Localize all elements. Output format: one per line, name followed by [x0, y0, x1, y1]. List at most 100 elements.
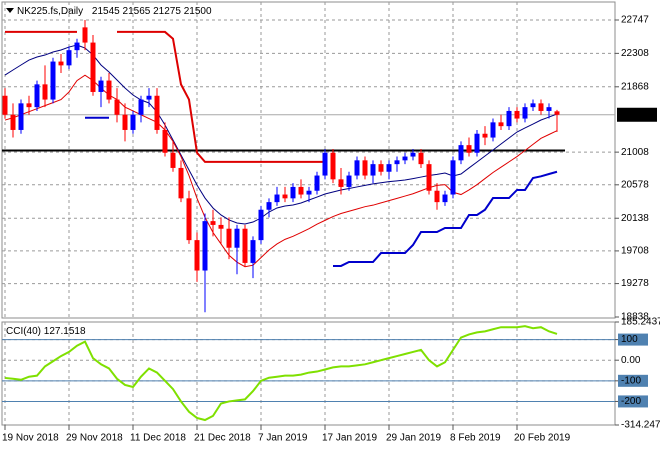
last-open: 21545	[92, 6, 120, 17]
y-tick-label: 21008	[621, 147, 649, 158]
candle-body	[242, 228, 248, 263]
price-label-box	[617, 107, 657, 122]
indicator-line	[333, 170, 558, 267]
x-tick-label: 17 Jan 2019	[322, 433, 377, 444]
y-tick-label: 22747	[621, 15, 649, 26]
level-label-box	[618, 333, 648, 346]
candle-body	[434, 190, 440, 203]
candle-body	[202, 221, 208, 271]
candle-body	[258, 209, 264, 241]
candle-body	[170, 152, 176, 168]
candle-body	[530, 103, 536, 108]
y-tick-label: -314.2474	[621, 420, 660, 431]
candle-body	[234, 228, 240, 248]
y-tick-label: 19708	[621, 246, 649, 257]
y-tick-label: 18838	[621, 312, 649, 323]
candle-body	[522, 107, 528, 119]
candle-body	[106, 80, 112, 100]
candle-body	[554, 111, 560, 115]
candle-body	[506, 110, 512, 127]
x-tick-label: 21 Dec 2018	[194, 433, 251, 444]
candle-body	[58, 61, 64, 66]
candle-body	[490, 122, 496, 138]
indicator-line	[4, 74, 558, 268]
candle-body	[34, 84, 40, 108]
candle-body	[330, 152, 336, 180]
x-tick-label: 8 Feb 2019	[450, 433, 501, 444]
candle-body	[154, 95, 160, 130]
candle-body	[42, 84, 48, 100]
candle-body	[274, 194, 280, 203]
candle-body	[82, 27, 88, 43]
candle-body	[114, 99, 120, 115]
y-tick-label: -200	[621, 396, 641, 407]
candle-body	[138, 99, 144, 115]
candle-body	[410, 152, 416, 157]
candle-body	[146, 95, 152, 100]
x-tick-label: 29 Nov 2018	[66, 433, 123, 444]
candle-body	[418, 152, 424, 165]
x-tick-label: 7 Jan 2019	[258, 433, 308, 444]
candle-body	[466, 145, 472, 153]
y-tick-label: 19278	[621, 278, 649, 289]
candle-body	[2, 95, 8, 115]
y-tick-label: 22308	[621, 48, 649, 59]
main-panel	[1, 1, 616, 319]
candle-body	[322, 152, 328, 176]
candle-body	[250, 240, 256, 263]
candle-body	[210, 221, 216, 225]
candle-body	[546, 107, 552, 111]
candle-body	[482, 133, 488, 138]
candle-body	[346, 175, 352, 187]
x-tick-label: 20 Feb 2019	[514, 433, 571, 444]
candle-body	[226, 228, 232, 248]
y-tick-label: 0.00	[621, 355, 641, 366]
candle-body	[282, 194, 288, 199]
cci-name: CCI(40)	[6, 326, 41, 337]
candle-body	[450, 160, 456, 195]
candle-body	[362, 160, 368, 176]
candle-body	[122, 114, 128, 130]
candle-body	[458, 145, 464, 161]
y-tick-label: 20138	[621, 213, 649, 224]
level-label-box	[618, 395, 648, 408]
x-tick-label: 19 Nov 2018	[2, 433, 59, 444]
candle-body	[50, 61, 56, 100]
indicator-line	[117, 30, 325, 163]
candle-body	[218, 224, 224, 229]
y-tick-label: 21868	[621, 81, 649, 92]
candle-body	[474, 133, 480, 153]
candle-body	[514, 110, 520, 119]
candle-body	[266, 202, 272, 210]
candle-body	[370, 164, 376, 176]
cci-last: 127.1518	[44, 326, 86, 337]
candle-body	[538, 103, 544, 111]
candle-body	[306, 190, 312, 195]
candle-body	[354, 160, 360, 176]
candle-body	[18, 103, 24, 130]
candle-body	[10, 114, 16, 130]
x-tick-label: 11 Dec 2018	[130, 433, 186, 444]
menu-triangle	[6, 8, 14, 13]
y-tick-label: 20578	[621, 179, 649, 190]
candle-body	[426, 164, 432, 191]
candle-body	[162, 129, 168, 153]
last-high: 21565	[123, 6, 151, 17]
y-tick-label: 185.2437	[621, 317, 660, 328]
candle-body	[98, 80, 104, 92]
candle-body	[66, 50, 72, 66]
candle-body	[386, 164, 392, 172]
last-low: 21275	[153, 6, 181, 17]
candle-body	[394, 160, 400, 165]
last-close: 21500	[184, 6, 212, 17]
x-tick-label: 29 Jan 2019	[386, 433, 441, 444]
candle-body	[338, 179, 344, 187]
plot-layer: 19 Nov 2018 29 Nov 2018 11 Dec 2018 21 Dec …	[2, 2, 660, 444]
y-tick-label: -100	[621, 375, 641, 386]
cci-title: CCI(40) 127.1518	[6, 326, 86, 337]
y-tick-label: 100	[621, 334, 638, 345]
candle-body	[498, 122, 504, 127]
title-text: NK225.fs,Daily	[17, 6, 83, 17]
candle-body	[442, 194, 448, 203]
candle-body	[26, 103, 32, 108]
